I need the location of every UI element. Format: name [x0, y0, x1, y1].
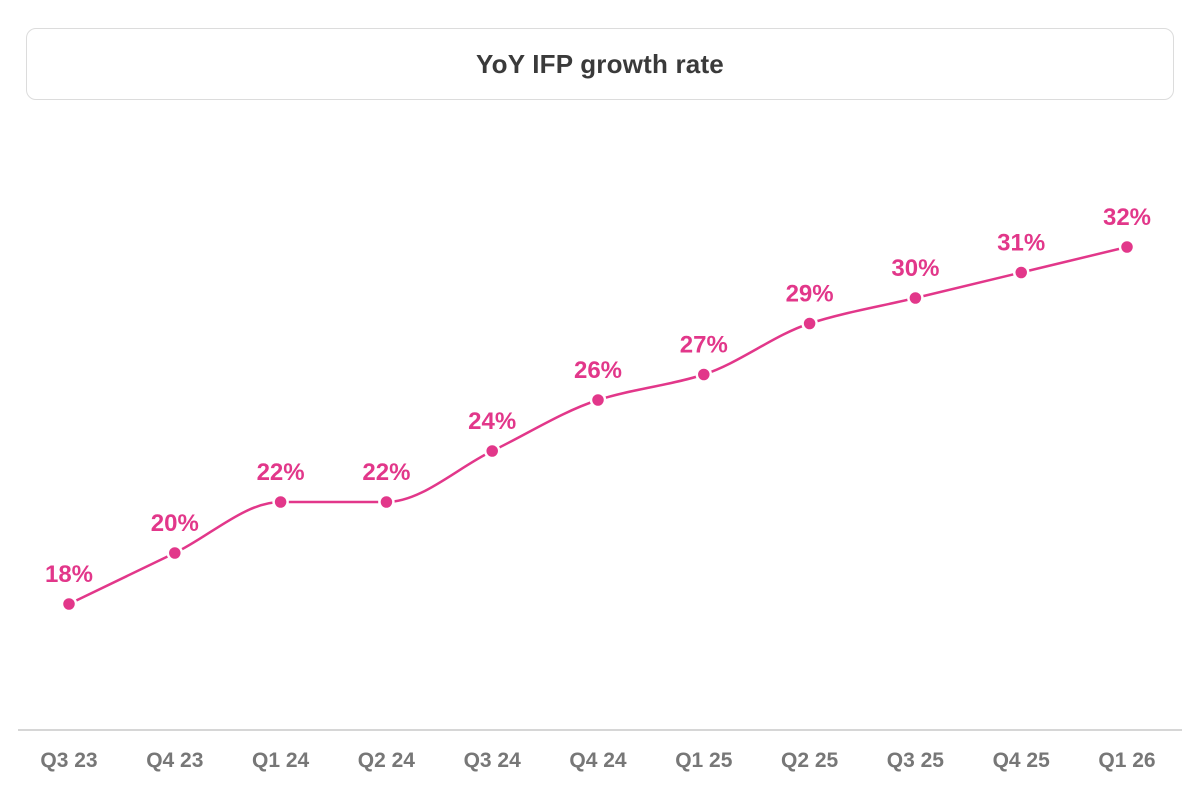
data-point — [801, 315, 818, 332]
x-tick-label: Q1 26 — [1098, 749, 1155, 772]
data-point — [589, 391, 607, 409]
data-label: 24% — [468, 408, 516, 435]
data-point — [695, 366, 713, 383]
data-point — [272, 493, 289, 511]
x-tick-label: Q3 23 — [40, 749, 97, 772]
data-label: 30% — [891, 255, 939, 282]
data-label: 29% — [786, 281, 834, 308]
x-tick-label: Q4 25 — [993, 749, 1051, 772]
chart-title: YoY IFP growth rate — [476, 48, 724, 79]
data-point — [907, 289, 924, 307]
chart-title-box: YoY IFP growth rate — [26, 28, 1174, 100]
x-tick-label: Q2 24 — [358, 749, 416, 772]
data-label: 18% — [45, 561, 93, 588]
x-tick-label: Q3 24 — [464, 749, 522, 772]
x-tick-label: Q1 25 — [675, 749, 733, 772]
data-label: 27% — [680, 332, 728, 359]
data-label: 26% — [574, 357, 622, 384]
x-tick-label: Q1 24 — [252, 749, 310, 772]
data-label: 31% — [997, 230, 1045, 257]
data-label: 22% — [257, 459, 305, 486]
data-point — [1012, 264, 1030, 281]
data-point — [1118, 238, 1136, 256]
x-tick-label: Q2 25 — [781, 749, 839, 772]
data-label: 20% — [151, 510, 199, 537]
x-tick-label: Q4 23 — [146, 749, 203, 772]
data-point — [483, 442, 501, 460]
series-line — [68, 245, 1128, 606]
x-tick-label: Q4 24 — [569, 749, 627, 772]
x-tick-labels: Q3 23 Q4 23 Q1 24 Q2 24 Q3 24 Q4 24 Q1 25 Q2 25… — [40, 749, 1155, 772]
data-labels: 18% 20% 22% 22% 24% 26% 27% 29% 30% 31% 32% — [45, 204, 1151, 588]
data-point — [166, 544, 184, 562]
data-point — [60, 595, 78, 613]
data-label: 22% — [362, 459, 410, 486]
x-tick-label: Q3 25 — [887, 749, 945, 772]
data-point — [378, 493, 395, 511]
data-label: 32% — [1103, 204, 1151, 231]
data-points — [60, 238, 1136, 613]
